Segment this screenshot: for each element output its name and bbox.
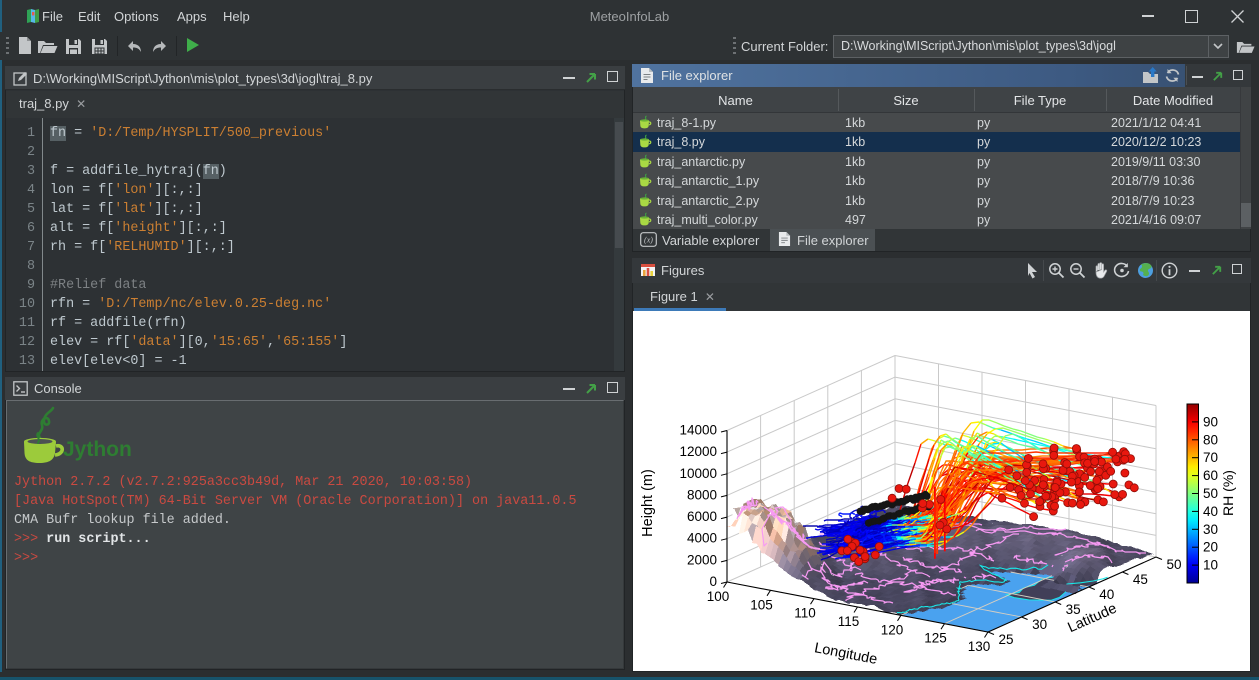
svg-text:0: 0 (709, 574, 717, 589)
svg-text:70: 70 (1203, 450, 1218, 465)
svg-text:90: 90 (1203, 414, 1218, 429)
svg-text:RH (%): RH (%) (1220, 470, 1236, 516)
svg-text:12000: 12000 (679, 444, 717, 459)
svg-text:50: 50 (1166, 557, 1181, 572)
svg-text:80: 80 (1203, 432, 1218, 447)
svg-text:8000: 8000 (687, 487, 717, 502)
svg-text:40: 40 (1203, 504, 1218, 519)
svg-text:40: 40 (1099, 587, 1114, 602)
svg-text:(x): (x) (644, 236, 653, 245)
svg-text:14000: 14000 (679, 423, 717, 438)
svg-text:Height (m): Height (m) (640, 469, 656, 537)
svg-text:115: 115 (838, 614, 860, 629)
svg-text:Longitude: Longitude (813, 640, 879, 668)
svg-text:25: 25 (998, 632, 1013, 647)
svg-text:35: 35 (1066, 602, 1081, 617)
svg-text:105: 105 (750, 597, 773, 612)
svg-text:10000: 10000 (679, 466, 717, 481)
svg-text:125: 125 (924, 631, 947, 646)
svg-text:100: 100 (707, 589, 730, 604)
svg-text:30: 30 (1203, 522, 1218, 537)
svg-text:110: 110 (794, 606, 816, 621)
svg-text:60: 60 (1203, 468, 1218, 483)
svg-text:130: 130 (968, 639, 991, 654)
svg-text:10: 10 (1203, 558, 1218, 573)
svg-text:30: 30 (1032, 617, 1047, 632)
svg-text:45: 45 (1133, 572, 1148, 587)
svg-text:2000: 2000 (687, 552, 717, 567)
svg-text:Jython: Jython (63, 438, 132, 461)
svg-text:50: 50 (1203, 486, 1218, 501)
svg-text:6000: 6000 (687, 509, 717, 524)
svg-text:120: 120 (881, 622, 904, 637)
svg-text:4000: 4000 (687, 531, 717, 546)
svg-text:20: 20 (1203, 540, 1218, 555)
